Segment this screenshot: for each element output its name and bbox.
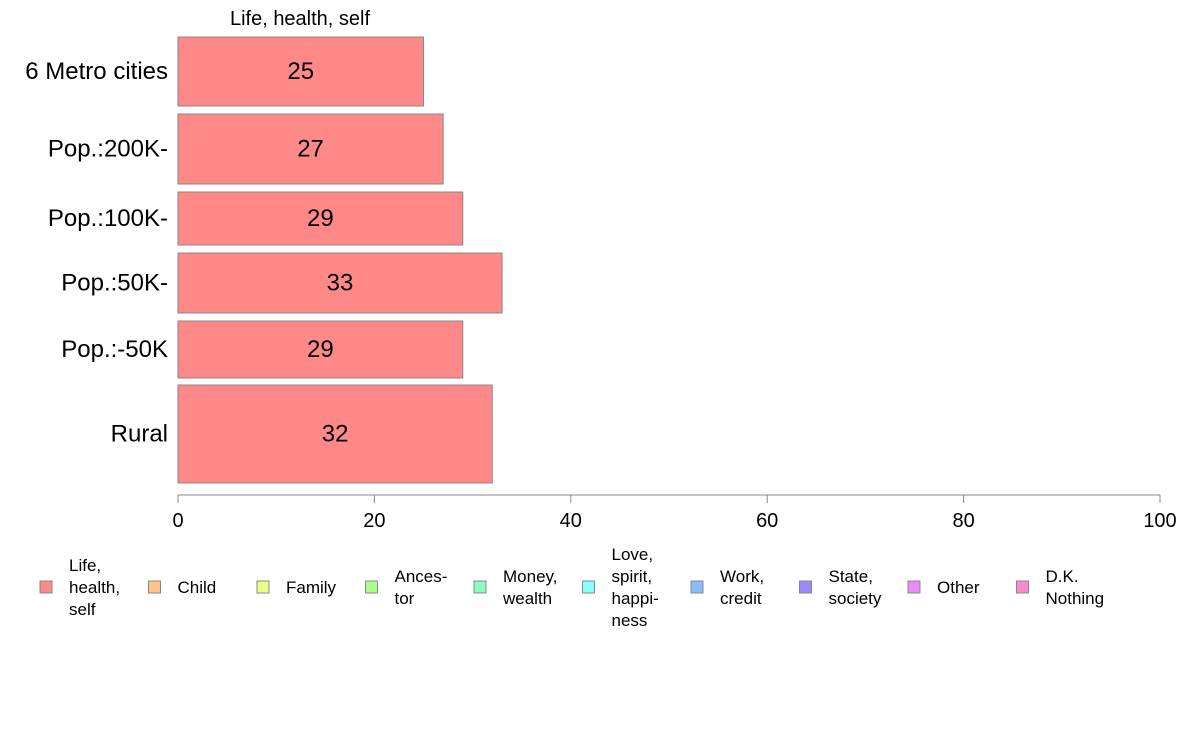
bar [177,191,464,246]
legend-swatch [907,580,921,594]
bars-layer: 25 6 Metro cities 27 Pop.:200K- 29 Pop.:100K-… [25,36,503,484]
bar-value-label: 32 [322,421,349,448]
x-axis: 0 20 40 60 80 100 [172,494,1177,532]
legend-label: Work, credit [720,567,764,608]
legend-swatch [473,580,487,594]
category-label: Pop.:50K- [61,270,168,297]
legend-label: Life, health, self [69,556,120,619]
legend-swatch [690,580,704,594]
category-label: Pop.:100K- [48,205,168,232]
legend-label: Child [178,578,217,597]
bar-value-label: 29 [307,205,334,232]
legend-label: Love, spirit, happi-ness [612,545,659,630]
bar [177,320,464,379]
chart-title: Life, health, self [230,8,371,30]
bar [177,252,503,314]
legend-label: Money, wealth [502,567,558,608]
legend-swatch [365,580,378,594]
x-tick-label: 60 [756,510,778,532]
x-tick-label: 20 [363,510,385,532]
bar-value-label: 33 [327,270,354,297]
legend-label: Ances-tor [395,567,448,608]
category-label: Rural [111,421,168,448]
legend-swatch [148,580,161,594]
x-tick-label: 40 [560,510,582,532]
bar [177,113,444,185]
x-tick-label: 80 [952,510,974,532]
legend-swatch [39,580,53,594]
legend-label: Other [937,578,980,597]
bar [177,36,424,107]
category-label: 6 Metro cities [25,58,168,85]
x-tick-label: 100 [1143,510,1176,532]
legend-swatch [1016,580,1029,594]
legend-swatch [256,580,270,594]
bar [177,384,493,484]
legend: Life, health, self Child Family Ances-tor Mone… [39,545,1105,630]
bar-value-label: 25 [287,58,314,85]
legend-swatch [582,580,595,594]
bar-value-label: 29 [307,336,334,363]
legend-label: D.K. Nothing [1046,567,1105,608]
legend-label: Family [286,578,337,597]
category-label: Pop.:200K- [48,136,168,163]
category-label: Pop.:-50K [61,336,168,363]
legend-label: State, society [829,567,882,608]
x-tick-label: 0 [172,510,183,532]
legend-swatch [799,580,812,594]
bar-value-label: 27 [297,136,324,163]
